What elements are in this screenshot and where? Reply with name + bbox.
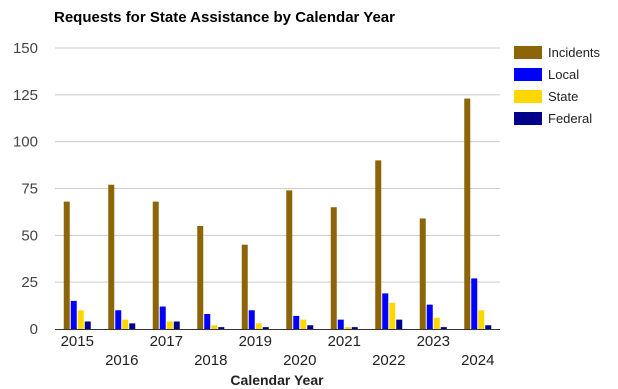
bar-local-2017[interactable] <box>159 306 166 329</box>
bar-local-2022[interactable] <box>382 293 389 329</box>
bar-state-2023[interactable] <box>433 317 440 329</box>
legend-swatch-federal <box>514 112 542 125</box>
bar-local-2021[interactable] <box>337 319 344 329</box>
x-axis-title: Calendar Year <box>230 372 324 388</box>
bar-state-2022[interactable] <box>389 302 396 329</box>
bar-incidents-2015[interactable] <box>63 201 70 329</box>
bar-incidents-2017[interactable] <box>152 201 159 329</box>
bar-incidents-2020[interactable] <box>286 190 293 329</box>
x-tick-label: 2015 <box>61 333 94 350</box>
bar-incidents-2024[interactable] <box>464 98 471 329</box>
x-tick-label: 2018 <box>194 352 227 369</box>
y-tick-label: 125 <box>13 87 38 104</box>
y-tick-label: 25 <box>21 274 38 291</box>
bar-incidents-2016[interactable] <box>108 184 115 329</box>
bar-state-2019[interactable] <box>255 323 262 329</box>
bar-federal-2022[interactable] <box>396 319 403 329</box>
gridlines <box>55 47 500 283</box>
bar-local-2020[interactable] <box>293 315 300 329</box>
x-tick-label: 2017 <box>150 333 183 350</box>
legend-swatch-incidents <box>514 46 542 59</box>
x-tick-label: 2023 <box>417 333 450 350</box>
y-tick-label: 50 <box>21 227 38 244</box>
y-tick-label: 75 <box>21 181 38 198</box>
y-tick-label: 100 <box>13 134 38 151</box>
legend-swatch-state <box>514 90 542 103</box>
x-axis-ticks: 2015 2016 2017 2018 2019 2020 2021 2022 2023 2024 <box>61 333 495 369</box>
bar-state-2018[interactable] <box>211 325 218 329</box>
bar-federal-2016[interactable] <box>129 323 136 329</box>
bar-state-2017[interactable] <box>166 321 173 329</box>
bar-incidents-2022[interactable] <box>375 160 382 329</box>
legend: Incidents Local State Federal <box>514 45 601 126</box>
y-tick-label: 0 <box>30 321 38 338</box>
bar-federal-2021[interactable] <box>351 327 358 329</box>
bar-local-2015[interactable] <box>70 300 77 329</box>
bar-state-2021[interactable] <box>344 327 351 329</box>
x-tick-label: 2019 <box>239 333 272 350</box>
bar-local-2018[interactable] <box>204 314 211 329</box>
bar-local-2019[interactable] <box>248 310 255 329</box>
bar-incidents-2021[interactable] <box>330 207 337 329</box>
bar-federal-2015[interactable] <box>84 321 91 329</box>
x-tick-label: 2024 <box>461 352 494 369</box>
x-tick-label: 2016 <box>105 352 138 369</box>
bar-federal-2023[interactable] <box>440 327 447 329</box>
bar-state-2020[interactable] <box>300 319 307 329</box>
legend-swatch-local <box>514 68 542 81</box>
y-axis-ticks: 0 25 50 75 100 125 150 <box>13 40 38 338</box>
bar-state-2015[interactable] <box>77 310 84 329</box>
bar-state-2024[interactable] <box>478 310 485 329</box>
bar-local-2024[interactable] <box>471 278 478 329</box>
bar-incidents-2019[interactable] <box>241 244 248 329</box>
bars <box>63 98 492 329</box>
legend-label-federal: Federal <box>548 111 592 126</box>
bar-federal-2017[interactable] <box>173 321 180 329</box>
bar-federal-2018[interactable] <box>218 327 225 329</box>
legend-label-local: Local <box>548 67 579 82</box>
legend-label-state: State <box>548 89 578 104</box>
bar-local-2016[interactable] <box>115 310 122 329</box>
legend-label-incidents: Incidents <box>548 45 601 60</box>
bar-incidents-2023[interactable] <box>419 218 426 329</box>
bar-incidents-2018[interactable] <box>197 225 204 329</box>
bar-local-2023[interactable] <box>426 304 433 329</box>
x-tick-label: 2021 <box>328 333 361 350</box>
chart-title: Requests for State Assistance by Calenda… <box>54 9 395 26</box>
x-tick-label: 2022 <box>372 352 405 369</box>
bar-federal-2019[interactable] <box>262 327 269 329</box>
x-tick-label: 2020 <box>283 352 316 369</box>
y-tick-label: 150 <box>13 40 38 57</box>
bar-federal-2020[interactable] <box>307 325 314 329</box>
bar-state-2016[interactable] <box>122 319 129 329</box>
bar-federal-2024[interactable] <box>485 325 492 329</box>
